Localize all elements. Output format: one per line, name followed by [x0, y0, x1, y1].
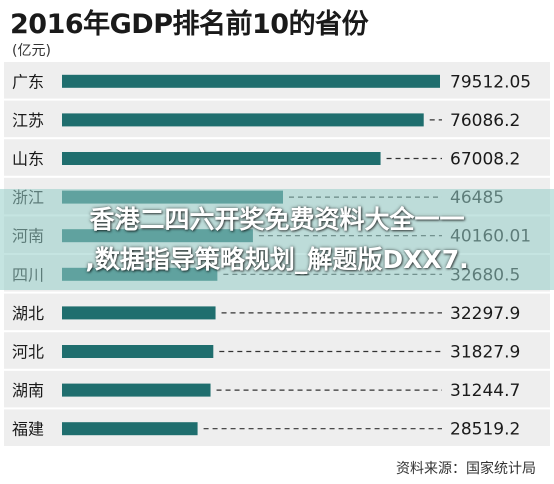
value-label: 31827.9	[450, 343, 520, 363]
category-label: 广东	[12, 72, 44, 91]
value-label: 79512.05	[450, 72, 531, 92]
bar	[62, 422, 198, 436]
value-label: 31244.7	[450, 381, 520, 401]
bar	[62, 306, 216, 320]
value-label: 76086.2	[450, 111, 520, 131]
value-label: 67008.2	[450, 150, 520, 170]
bar	[62, 383, 211, 397]
chart-title: 2016年GDP排名前10的省份	[10, 9, 369, 40]
category-label: 福建	[12, 420, 44, 439]
category-label: 湖北	[12, 304, 44, 323]
category-label: 江苏	[12, 111, 44, 130]
value-label: 32297.9	[450, 304, 520, 324]
watermark-line-2: ,数据指导策略规划_解题版DXX7.	[85, 245, 469, 274]
bar	[62, 345, 214, 358]
watermark-line-1: 香港二四六开奖免费资料大全一一	[89, 205, 465, 234]
bar	[62, 113, 424, 127]
bar	[62, 152, 381, 165]
unit-label: (亿元)	[12, 43, 51, 59]
value-label: 28519.2	[450, 420, 520, 440]
category-label: 河北	[12, 343, 44, 362]
category-label: 湖南	[12, 381, 44, 400]
watermark-band	[0, 189, 554, 290]
source-note: 资料来源：国家统计局	[396, 461, 536, 477]
category-label: 山东	[12, 150, 44, 169]
bar	[62, 74, 440, 88]
